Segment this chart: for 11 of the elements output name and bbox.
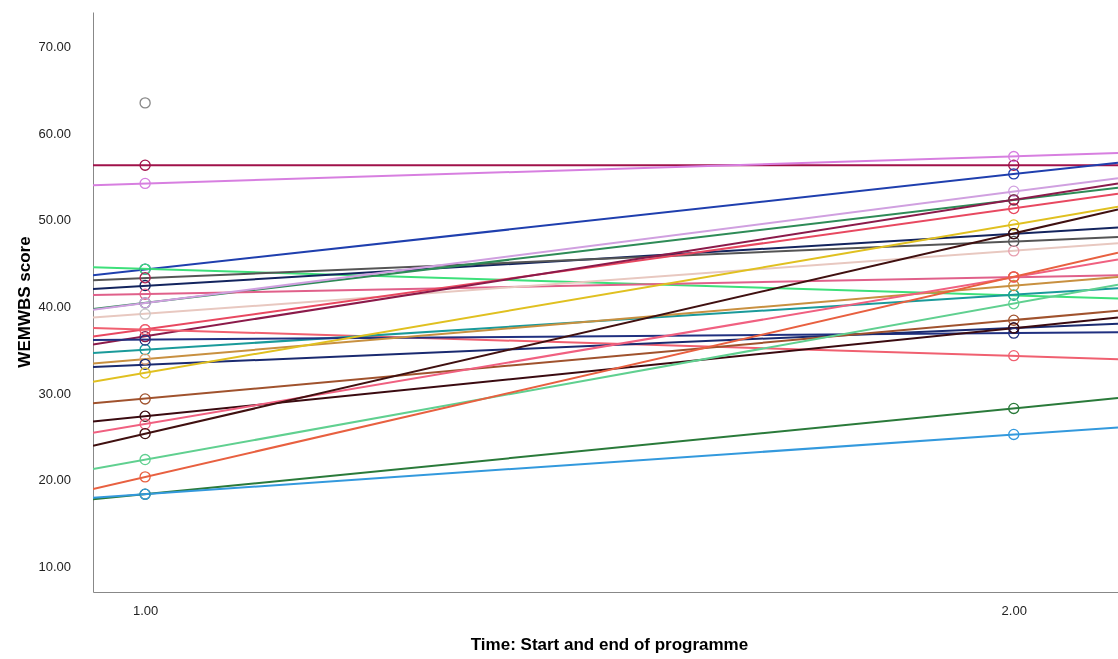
- x-tick-label: 1.00: [132, 603, 159, 619]
- y-tick-label: 40.00: [38, 298, 71, 314]
- x-axis-title: Time: Start and end of programme: [470, 635, 749, 654]
- y-tick-label: 70.00: [38, 39, 71, 55]
- y-tick-label: 30.00: [38, 385, 71, 401]
- y-tick-label: 20.00: [38, 472, 71, 488]
- x-tick-label: 2.00: [1001, 603, 1027, 619]
- y-tick-label: 50.00: [38, 212, 71, 228]
- y-tick-label: 10.00: [38, 558, 71, 574]
- y-tick-label: 60.00: [38, 125, 71, 141]
- y-axis-title: WEMWBS score: [15, 236, 34, 368]
